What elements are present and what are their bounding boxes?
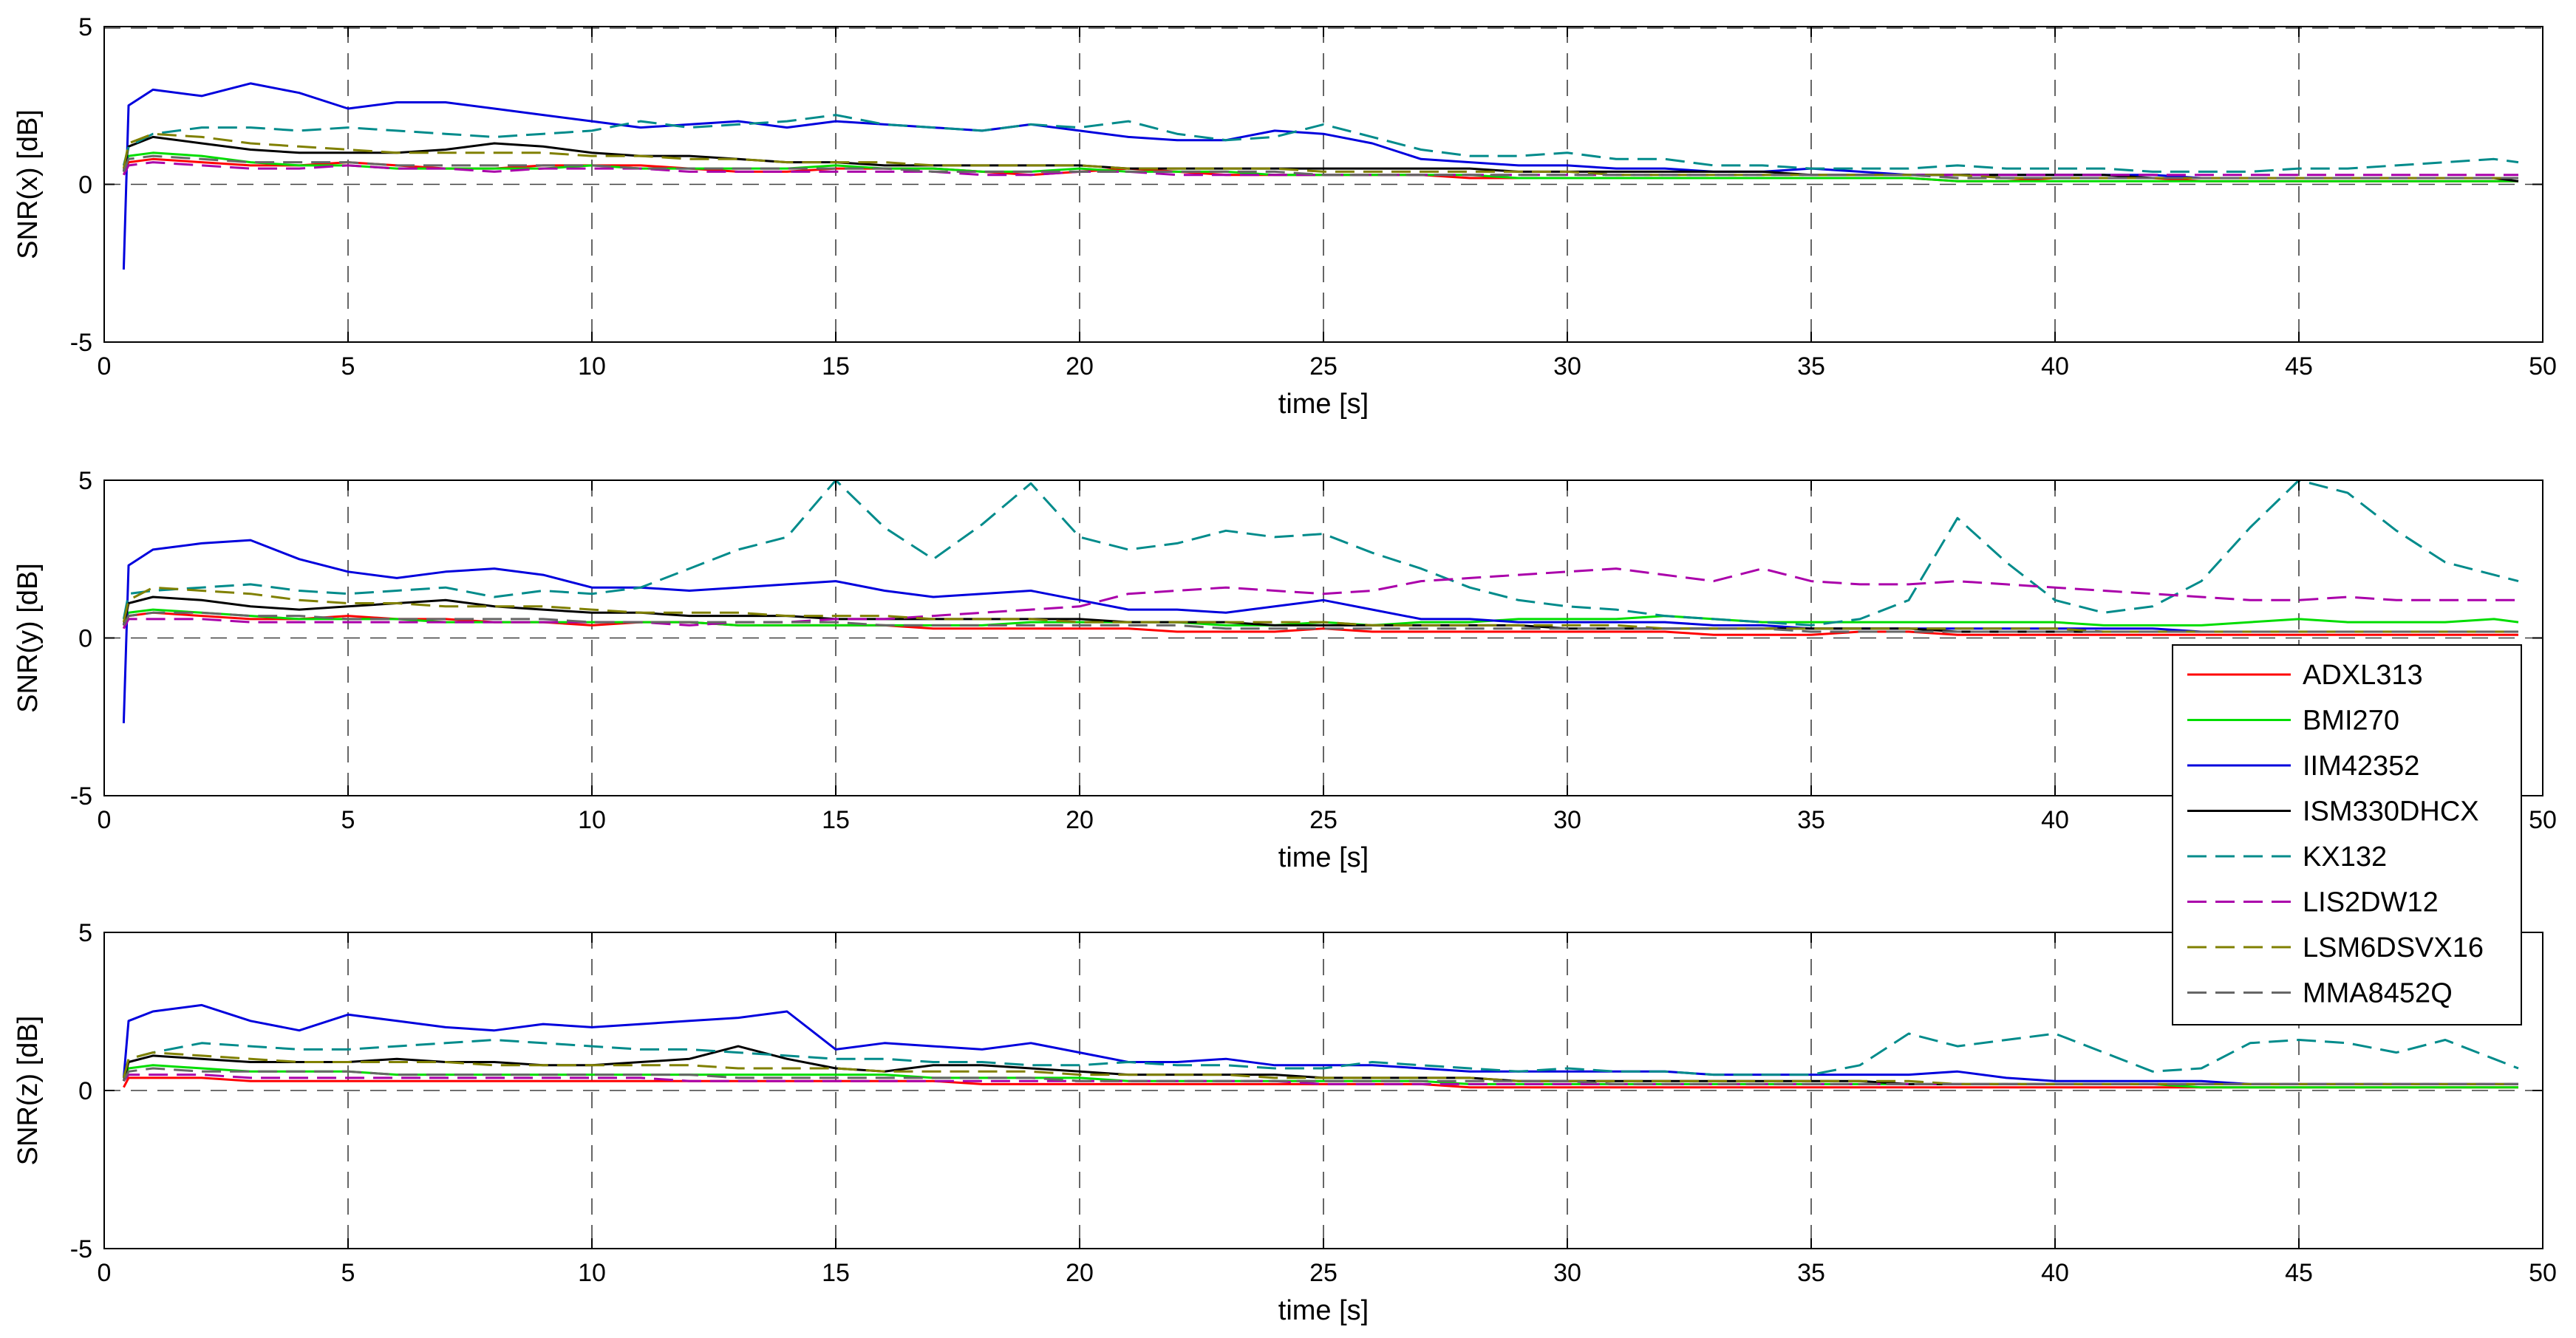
series-group — [122, 480, 2519, 723]
y-tick-label: 0 — [78, 171, 92, 199]
x-tick-label: 0 — [98, 1259, 112, 1287]
series-line-mma8452q — [123, 154, 2518, 180]
x-tick-label: 5 — [341, 352, 355, 380]
x-tick-label: 45 — [2285, 352, 2313, 380]
y-axis-label: SNR(z) [dB] — [13, 1016, 44, 1166]
series-line-mma8452q — [123, 1067, 2518, 1085]
series-group — [122, 1003, 2519, 1089]
y-axis-label: SNR(y) [dB] — [13, 563, 44, 713]
series-line-lis2dw12 — [123, 161, 2518, 177]
x-tick-label: 25 — [1309, 806, 1338, 834]
x-tick-label: 10 — [578, 352, 606, 380]
x-tick-label: 15 — [822, 352, 850, 380]
series-line-ism330dhcx — [122, 135, 2519, 182]
series-group — [122, 82, 2519, 270]
x-tick-label: 40 — [2041, 352, 2069, 380]
x-tick-label: 35 — [1797, 352, 1825, 380]
legend-label-bmi270: BMI270 — [2303, 706, 2399, 737]
y-tick-label: -5 — [70, 329, 92, 357]
series-line-iim42352 — [122, 1003, 2518, 1085]
x-tick-label: 0 — [98, 352, 112, 380]
series-line-lsm6dsvx16 — [122, 1051, 2518, 1085]
x-tick-label: 20 — [1066, 352, 1094, 380]
x-tick-label: 5 — [341, 1259, 355, 1287]
series-line-kx132 — [122, 114, 2519, 173]
x-tick-label: 20 — [1066, 806, 1094, 834]
series-line-iim42352 — [122, 539, 2518, 723]
series-line-kx132 — [122, 1032, 2519, 1079]
series-line-lis2dw12 — [123, 567, 2518, 629]
legend-label-adxl313: ADXL313 — [2303, 660, 2423, 691]
legend-label-kx132: KX132 — [2303, 842, 2387, 873]
series-line-kx132 — [122, 480, 2519, 627]
x-tick-label: 40 — [2041, 1259, 2069, 1287]
x-tick-label: 30 — [1553, 806, 1581, 834]
legend-label-mma8452q: MMA8452Q — [2303, 978, 2453, 1009]
legend-box — [2172, 644, 2522, 1025]
legend-label-ism330dhcx: ISM330DHCX — [2303, 796, 2479, 827]
y-tick-label: 5 — [78, 919, 92, 947]
x-tick-label: 15 — [822, 1259, 850, 1287]
y-axis-label: SNR(x) [dB] — [13, 109, 44, 259]
x-tick-label: 20 — [1066, 1259, 1094, 1287]
series-line-adxl313 — [123, 1076, 2518, 1089]
x-tick-label: 15 — [822, 806, 850, 834]
x-tick-label: 35 — [1797, 1259, 1825, 1287]
x-tick-label: 25 — [1309, 352, 1338, 380]
x-tick-label: 45 — [2285, 1259, 2313, 1287]
legend: ADXL313 BMI270 IIM42352 ISM330DHCX KX132 LIS2… — [2172, 644, 2522, 1025]
x-tick-label: 35 — [1797, 806, 1825, 834]
series-line-adxl313 — [123, 611, 2518, 636]
x-tick-label: 10 — [578, 1259, 606, 1287]
y-tick-label: -5 — [70, 782, 92, 810]
y-tick-label: 0 — [78, 625, 92, 653]
y-tick-label: 5 — [78, 467, 92, 495]
series-line-mma8452q — [123, 611, 2518, 633]
legend-label-lis2dw12: LIS2DW12 — [2303, 887, 2439, 918]
y-tick-label: -5 — [70, 1235, 92, 1263]
legend-label-lsm6dsvx16: LSM6DSVX16 — [2303, 932, 2484, 963]
x-tick-label: 30 — [1553, 352, 1581, 380]
x-tick-label: 0 — [98, 806, 112, 834]
x-axis-label: time [s] — [1278, 1295, 1369, 1326]
x-tick-label: 50 — [2529, 352, 2557, 380]
x-tick-label: 50 — [2529, 1259, 2557, 1287]
x-tick-label: 50 — [2529, 806, 2557, 834]
x-axis-label: time [s] — [1278, 842, 1369, 873]
x-tick-label: 40 — [2041, 806, 2069, 834]
x-tick-label: 30 — [1553, 1259, 1581, 1287]
series-line-lsm6dsvx16 — [122, 132, 2518, 180]
legend-label-iim42352: IIM42352 — [2303, 751, 2419, 782]
y-tick-label: 0 — [78, 1077, 92, 1105]
x-axis-label: time [s] — [1278, 389, 1369, 420]
y-tick-label: 5 — [78, 13, 92, 41]
x-tick-label: 10 — [578, 806, 606, 834]
x-tick-label: 5 — [341, 806, 355, 834]
x-tick-label: 25 — [1309, 1259, 1338, 1287]
